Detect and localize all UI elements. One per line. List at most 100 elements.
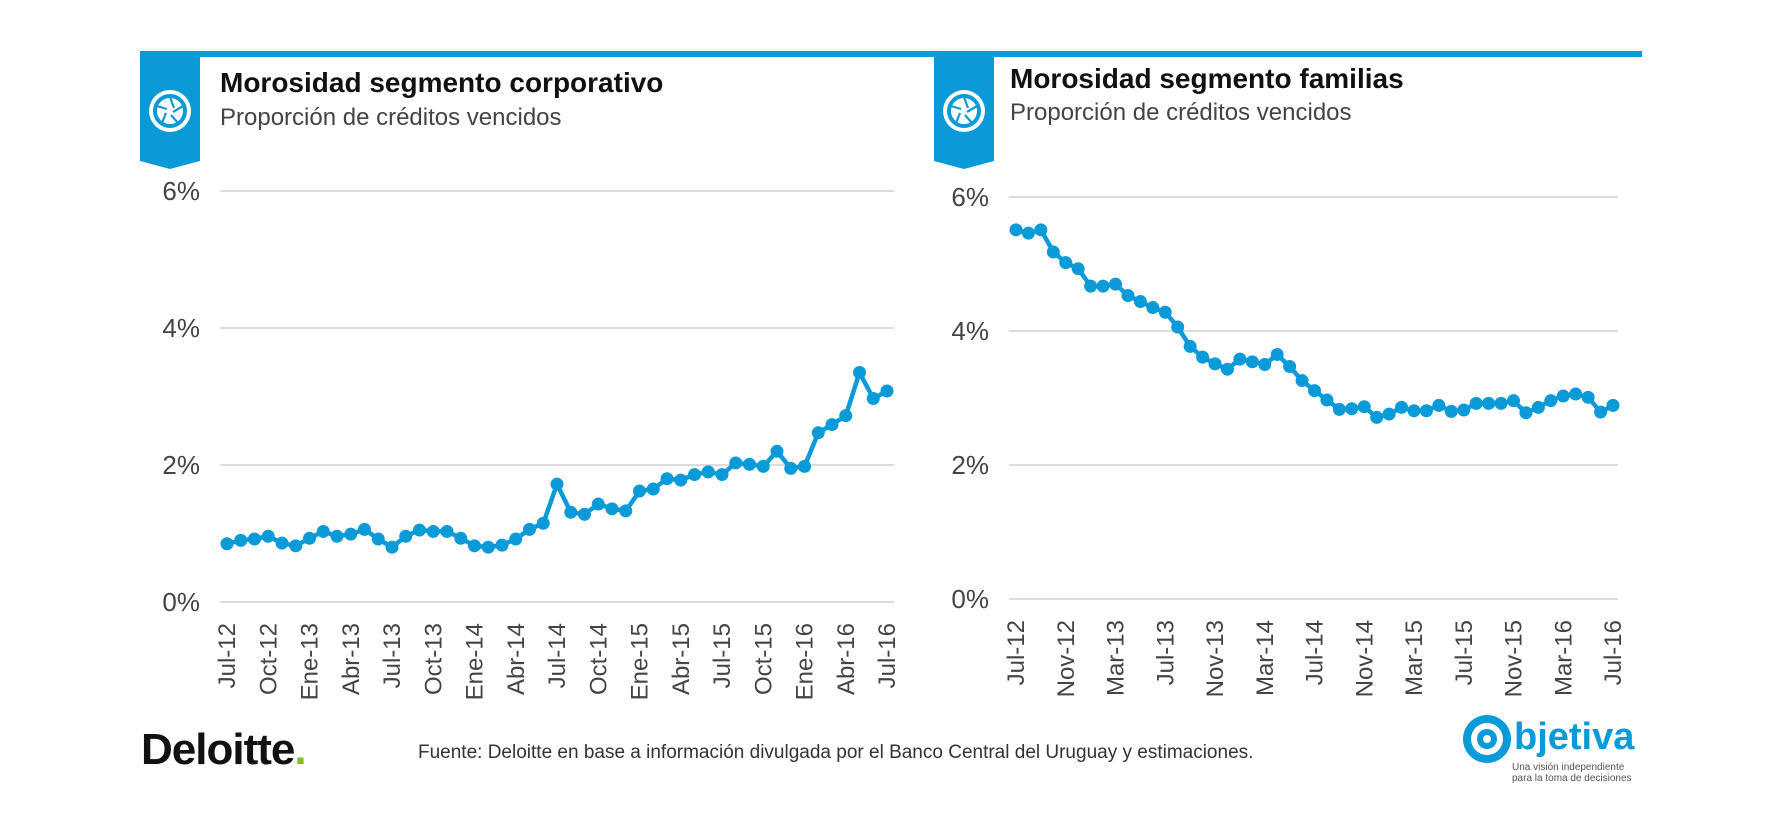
corporativo-y-tick-label: 0% <box>162 587 200 617</box>
aperture-icon <box>934 57 994 169</box>
objetiva-wordmark: bjetiva <box>1514 716 1635 758</box>
corporativo-data-point <box>399 529 413 543</box>
objetiva-tagline-2: para la toma de decisiones <box>1512 773 1632 784</box>
familias-y-tick-label: 6% <box>951 182 989 212</box>
corporativo-data-point <box>289 539 303 553</box>
familias-data-point <box>1059 256 1073 270</box>
corporativo-x-tick-label: Ene-16 <box>792 623 819 700</box>
corporativo-y-tick-label: 6% <box>162 176 200 206</box>
corporativo-x-tick-label: Abr-14 <box>503 623 530 695</box>
corporativo-data-point <box>743 457 756 471</box>
familias-y-tick-label: 2% <box>951 450 989 480</box>
corporativo-x-tick-label: Jul-12 <box>214 623 241 688</box>
familias-data-point <box>1457 403 1471 417</box>
corporativo-data-point <box>825 418 839 432</box>
corporativo-data-point <box>866 392 880 406</box>
corporativo-data-point <box>248 532 261 546</box>
corporativo-data-point <box>358 522 371 536</box>
familias-data-point <box>1071 262 1085 276</box>
familias-x-tick-label: Jul-14 <box>1302 620 1329 685</box>
familias-data-point <box>1320 393 1334 407</box>
familias-x-tick-label: Jul-16 <box>1600 620 1627 685</box>
familias-x-tick-label: Mar-13 <box>1103 620 1130 696</box>
familias-x-tick-label: Mar-16 <box>1550 620 1577 696</box>
familias-x-tick-label: Jul-15 <box>1451 620 1478 685</box>
corporativo-data-point <box>660 472 674 486</box>
chart1-title: Morosidad segmento corporativo <box>220 67 664 98</box>
corporativo-data-point <box>646 482 660 496</box>
familias-data-point <box>1594 405 1608 419</box>
corporativo-data-point <box>715 468 729 482</box>
familias-data-point <box>1021 226 1035 240</box>
familias-data-point <box>1469 396 1483 410</box>
familias-data-point <box>1345 402 1359 416</box>
corporativo-data-point <box>316 524 330 538</box>
familias-data-point <box>1009 223 1023 237</box>
corporativo-data-point <box>729 456 743 470</box>
corporativo-data-point <box>344 527 358 541</box>
corporativo-data-point <box>275 536 289 550</box>
familias-x-tick-label: Nov-15 <box>1501 620 1528 697</box>
familias-x-tick-label: Nov-13 <box>1202 620 1229 697</box>
objetiva-aperture-icon <box>1463 715 1511 763</box>
chart1-ribbon <box>140 57 200 169</box>
corporativo-data-point <box>495 538 509 552</box>
corporativo-data-point <box>550 477 564 491</box>
familias-x-tick-label: Nov-14 <box>1351 620 1378 697</box>
familias-data-point <box>1220 362 1234 376</box>
familias-x-tick-label: Mar-15 <box>1401 620 1428 696</box>
corporativo-data-point <box>811 426 825 440</box>
familias-y-tick-label: 0% <box>951 584 989 614</box>
familias-data-point <box>1121 288 1135 302</box>
corporativo-y-tick-label: 2% <box>162 450 200 480</box>
familias-data-point <box>1444 404 1458 418</box>
corporativo-data-point <box>564 505 578 519</box>
corporativo-data-point <box>605 502 619 516</box>
familias-data-point <box>1482 396 1496 410</box>
corporativo-data-point <box>440 524 454 538</box>
corporativo-data-point <box>578 507 591 521</box>
familias-data-point <box>1569 387 1583 401</box>
familias-data-point <box>1332 402 1346 416</box>
objetiva-tagline-1: Una visión independiente <box>1512 762 1625 773</box>
corporativo-data-point <box>839 409 853 423</box>
corporativo-data-point <box>413 523 426 537</box>
corporativo-x-tick-label: Oct-13 <box>420 623 447 695</box>
objetiva-logo: bjetiva Una visión independiente para la… <box>1462 714 1642 784</box>
chart2-ribbon <box>934 57 994 169</box>
familias-data-point <box>1283 360 1297 374</box>
corporativo-data-point <box>756 459 770 473</box>
chart2-title: Morosidad segmento familias <box>1010 63 1404 94</box>
corporativo-data-point <box>688 468 701 482</box>
corporativo-data-point <box>426 524 440 538</box>
familias-x-tick-label: Nov-12 <box>1053 620 1080 697</box>
corporativo-data-point <box>701 465 715 479</box>
corporativo-data-point <box>261 529 275 543</box>
corporativo-x-tick-label: Abr-13 <box>338 623 365 695</box>
deloitte-dot: . <box>294 725 306 774</box>
corporativo-data-point <box>371 532 385 546</box>
familias-data-point <box>1395 400 1409 414</box>
familias-data-point <box>1407 404 1421 418</box>
corporativo-x-tick-label: Ene-14 <box>462 623 489 700</box>
familias-x-tick-label: Jul-13 <box>1152 620 1179 685</box>
corporativo-data-point <box>454 531 468 545</box>
familias-data-point <box>1270 347 1284 361</box>
familias-x-tick-label: Jul-12 <box>1003 620 1030 685</box>
top-accent-rule <box>140 51 1642 57</box>
familias-data-point <box>1109 277 1122 291</box>
corporativo-x-tick-label: Ene-15 <box>627 623 654 700</box>
familias-data-point <box>1606 398 1620 412</box>
familias-data-point <box>1171 320 1185 334</box>
aperture-icon <box>140 57 200 169</box>
familias-data-point <box>1581 390 1595 404</box>
corporativo-x-tick-label: Oct-15 <box>750 623 777 695</box>
corporativo-data-point <box>591 497 605 511</box>
familias-data-point <box>1494 396 1508 410</box>
familias-data-point <box>1046 245 1060 259</box>
corporativo-x-tick-label: Jul-16 <box>874 623 901 688</box>
familias-data-point <box>1370 410 1384 424</box>
deloitte-logo: Deloitte. <box>141 725 307 775</box>
